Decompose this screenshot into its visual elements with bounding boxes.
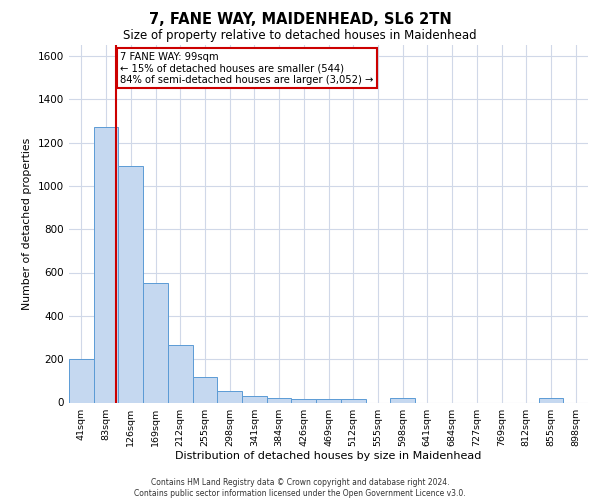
Text: Size of property relative to detached houses in Maidenhead: Size of property relative to detached ho… bbox=[123, 29, 477, 42]
Y-axis label: Number of detached properties: Number of detached properties bbox=[22, 138, 32, 310]
Bar bbox=[193, 376, 217, 402]
Bar bbox=[267, 398, 292, 402]
Bar bbox=[341, 399, 365, 402]
Bar bbox=[242, 396, 267, 402]
Bar bbox=[143, 284, 168, 403]
Text: 7, FANE WAY, MAIDENHEAD, SL6 2TN: 7, FANE WAY, MAIDENHEAD, SL6 2TN bbox=[149, 12, 451, 28]
Bar bbox=[316, 399, 341, 402]
Text: 7 FANE WAY: 99sqm
← 15% of detached houses are smaller (544)
84% of semi-detache: 7 FANE WAY: 99sqm ← 15% of detached hous… bbox=[120, 52, 374, 84]
Bar bbox=[94, 128, 118, 402]
Bar bbox=[217, 390, 242, 402]
Bar bbox=[292, 399, 316, 402]
Bar bbox=[539, 398, 563, 402]
Bar bbox=[390, 398, 415, 402]
Bar bbox=[118, 166, 143, 402]
Bar bbox=[69, 359, 94, 403]
Text: Contains HM Land Registry data © Crown copyright and database right 2024.
Contai: Contains HM Land Registry data © Crown c… bbox=[134, 478, 466, 498]
Bar bbox=[168, 345, 193, 403]
X-axis label: Distribution of detached houses by size in Maidenhead: Distribution of detached houses by size … bbox=[175, 452, 482, 462]
